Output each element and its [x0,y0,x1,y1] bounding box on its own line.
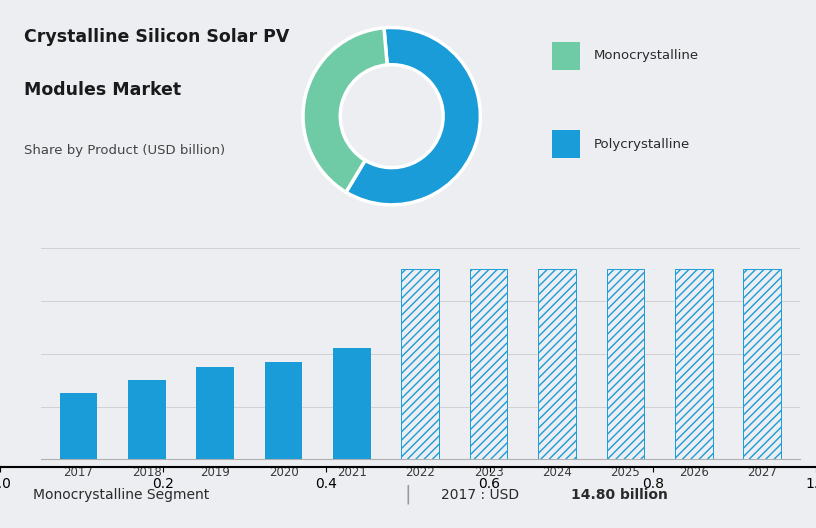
Bar [539,269,576,459]
Bar [552,130,580,158]
Bar [470,269,508,459]
Bar [552,42,580,70]
Text: Modules Market: Modules Market [24,81,182,99]
Text: Polycrystalline: Polycrystalline [594,137,690,150]
Text: Share by Product (USD billion): Share by Product (USD billion) [24,144,225,157]
Bar [128,380,166,459]
Bar [264,362,302,459]
Wedge shape [303,28,388,192]
Bar [606,269,644,459]
Text: 14.80 billion: 14.80 billion [571,487,668,502]
Wedge shape [346,27,481,205]
Text: Crystalline Silicon Solar PV: Crystalline Silicon Solar PV [24,28,290,46]
Bar [60,393,97,459]
Text: |: | [405,485,411,504]
Text: Monocrystalline: Monocrystalline [594,49,699,62]
Bar [333,348,370,459]
Text: 2017 : USD: 2017 : USD [441,487,523,502]
Text: Monocrystalline Segment: Monocrystalline Segment [33,487,209,502]
Bar [401,269,439,459]
Bar [197,367,234,459]
Bar [743,269,781,459]
Bar [675,269,712,459]
